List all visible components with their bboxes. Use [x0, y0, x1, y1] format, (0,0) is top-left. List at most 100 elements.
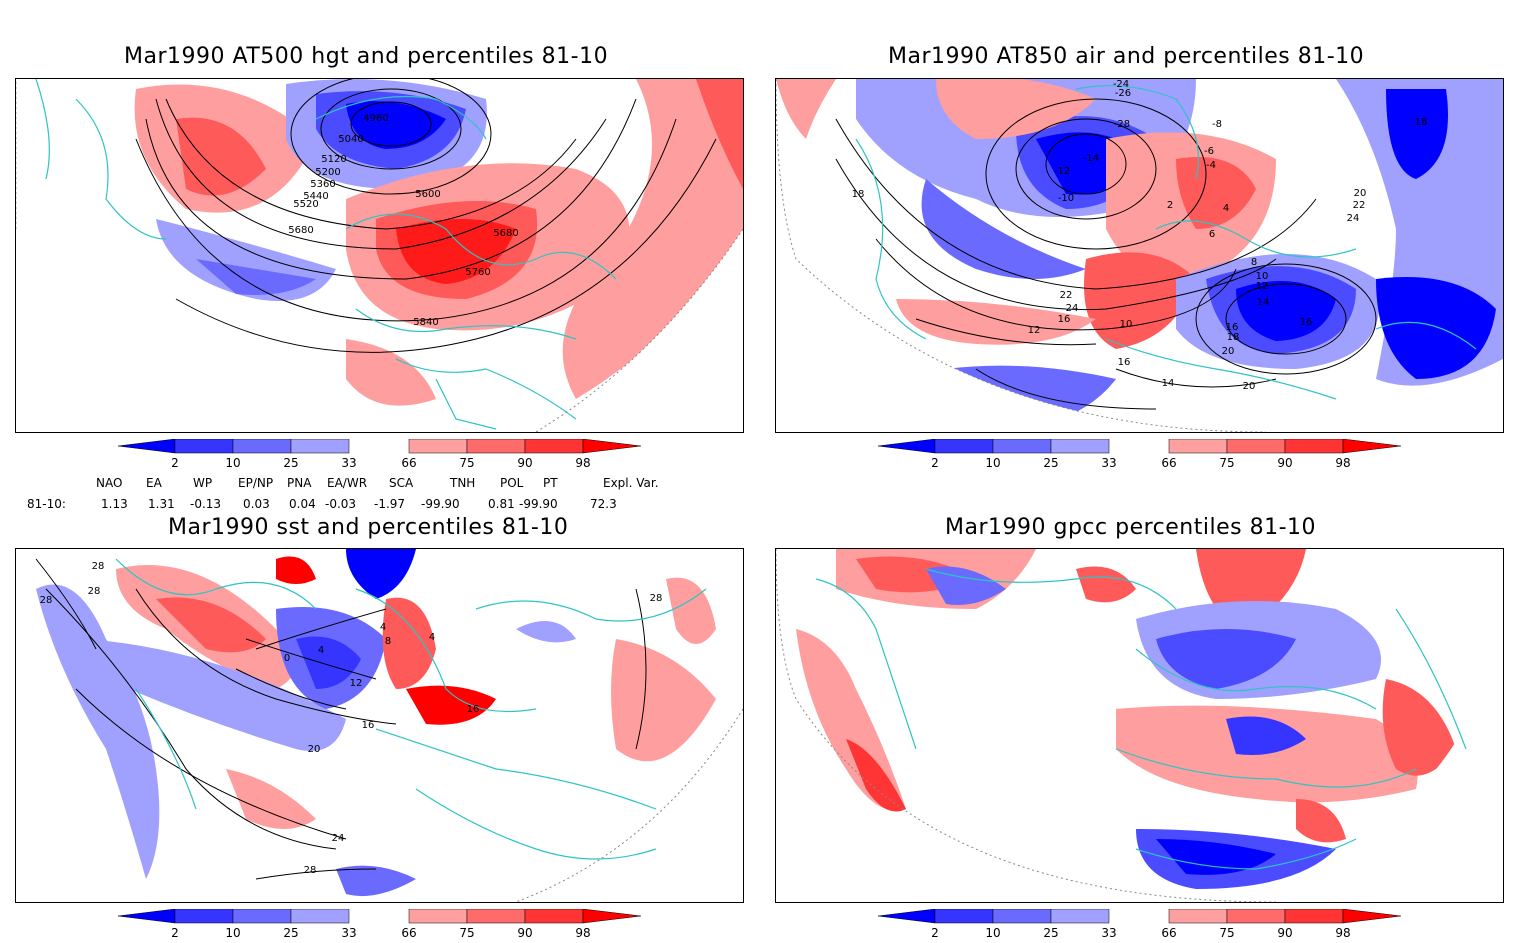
red-anomaly-region: [846, 739, 906, 812]
blue-anomaly-region: [1156, 839, 1276, 875]
contour-label: 28: [304, 865, 317, 876]
index-header: EP/NP: [238, 476, 274, 490]
blue-anomaly-region: [296, 636, 361, 689]
blue-anomaly-region: [1386, 89, 1448, 179]
red-anomaly-region: [406, 685, 496, 725]
blue-anomaly-region: [1236, 281, 1336, 341]
contour-label: 5360: [310, 179, 335, 190]
contour-label: 16: [1300, 317, 1313, 328]
contour-label: 5200: [315, 167, 340, 178]
red-anomaly-region: [226, 769, 316, 829]
contour-label: 0: [284, 653, 290, 664]
red-anomaly-region: [1296, 799, 1346, 843]
map-panel-air850: -24 -26 -28 -8 -6 -4 -14 -12 -10 2 4 6 8…: [775, 78, 1504, 433]
contour-label: 5120: [321, 154, 346, 165]
contour-label: 22: [1060, 290, 1073, 301]
index-value: -0.03: [325, 497, 357, 511]
colorbar-hgt500: 2 10 25 33 66 75 90 98: [115, 438, 645, 470]
blue-anomaly-region: [336, 865, 416, 897]
colorbar-label: 33: [341, 456, 356, 469]
red-anomaly-region: [382, 597, 436, 689]
colorbar-label: 25: [283, 456, 298, 469]
contour-label: -8: [1212, 119, 1222, 130]
contour-label: 24: [1066, 303, 1079, 314]
contour-label: 14: [1257, 297, 1270, 308]
panel-title-gpcc: Mar1990 gpcc percentiles 81-10: [945, 515, 1317, 540]
blue-anomaly-region: [1226, 716, 1306, 755]
colorbar-label: 98: [1335, 926, 1350, 939]
contour-label: 2: [1167, 200, 1173, 211]
contour-label: 20: [308, 744, 321, 755]
contour-label: 16: [1058, 314, 1071, 325]
red-anomaly-region: [611, 639, 716, 762]
contour-label: 20: [1243, 381, 1256, 392]
blue-anomaly-region: [1376, 277, 1496, 379]
red-anomaly-region: [1382, 679, 1456, 776]
contour-label: 4: [318, 645, 324, 656]
red-anomaly-region: [1116, 705, 1418, 803]
index-value: 0.04: [289, 497, 316, 511]
blue-anomaly-region: [36, 584, 160, 879]
index-value: 1.31: [148, 497, 175, 511]
panel-title-air850: Mar1990 AT850 air and percentiles 81-10: [888, 44, 1365, 69]
red-anomaly-region: [1176, 157, 1256, 229]
colorbar-label: 66: [1161, 456, 1176, 469]
colorbar-label: 75: [459, 926, 474, 939]
contour-label: 16: [362, 720, 375, 731]
colorbar-label: 2: [931, 456, 939, 469]
panel-title-sst: Mar1990 sst and percentiles 81-10: [168, 515, 569, 540]
colorbar-label: 90: [517, 456, 532, 469]
red-anomaly-region: [1084, 252, 1196, 349]
colorbar-label: 98: [575, 926, 590, 939]
colorbar-label: 90: [517, 926, 532, 939]
index-header: NAO: [96, 476, 123, 490]
colorbar-label: 10: [985, 456, 1000, 469]
colorbar-label: 98: [575, 456, 590, 469]
contour-label: 10: [1120, 319, 1133, 330]
contour-label: -14: [1083, 153, 1099, 164]
red-anomaly-region: [562, 79, 743, 399]
colorbar-label: 90: [1277, 926, 1292, 939]
contour-label: 20: [1222, 346, 1235, 357]
index-value: 1.13: [101, 497, 128, 511]
colorbar-label: 98: [1335, 456, 1350, 469]
contour-label: 5440: [303, 191, 328, 202]
contour-label: 16: [467, 704, 480, 715]
colorbar-label: 10: [985, 926, 1000, 939]
index-header: SCA: [389, 476, 414, 490]
colorbar-label: 90: [1277, 456, 1292, 469]
contour-label: 24: [1347, 213, 1360, 224]
index-value: 0.81: [488, 497, 515, 511]
index-value: -99.90: [421, 497, 460, 511]
colorbar-gpcc: 2 10 25 33 66 75 90 98: [875, 908, 1405, 940]
contour-label: 8: [385, 636, 391, 647]
index-value: 0.03: [243, 497, 270, 511]
index-header: PNA: [287, 476, 312, 490]
red-anomaly-region: [1076, 566, 1136, 603]
contour-label: 28: [88, 586, 101, 597]
contour-label: 5760: [465, 267, 490, 278]
contour-label: -6: [1204, 146, 1214, 157]
contour-label: 8: [1251, 257, 1257, 268]
colorbar-label: 75: [459, 456, 474, 469]
red-anomaly-region: [696, 79, 743, 189]
red-anomaly-region: [776, 79, 836, 139]
index-value: -99.90: [519, 497, 558, 511]
contour-label: -24: [1113, 79, 1129, 90]
contour-label: 4: [429, 632, 435, 643]
contour-label: 18: [1415, 117, 1428, 128]
contour-label: 4960: [363, 113, 388, 124]
blue-anomaly-region: [516, 621, 576, 643]
blue-anomaly-region: [196, 259, 316, 295]
contour-label: 5040: [338, 134, 363, 145]
blue-anomaly-region: [921, 179, 1086, 279]
contour-label: 6: [1209, 229, 1215, 240]
blue-anomaly-region: [944, 365, 1116, 432]
contour-label: 28: [40, 595, 53, 606]
contour-label: 16: [1118, 357, 1131, 368]
index-header: WP: [193, 476, 213, 490]
blue-anomaly-region: [346, 101, 446, 149]
contour-label: -12: [1054, 166, 1070, 177]
contour-label: 12: [350, 678, 363, 689]
contour-label: 4: [1223, 203, 1229, 214]
